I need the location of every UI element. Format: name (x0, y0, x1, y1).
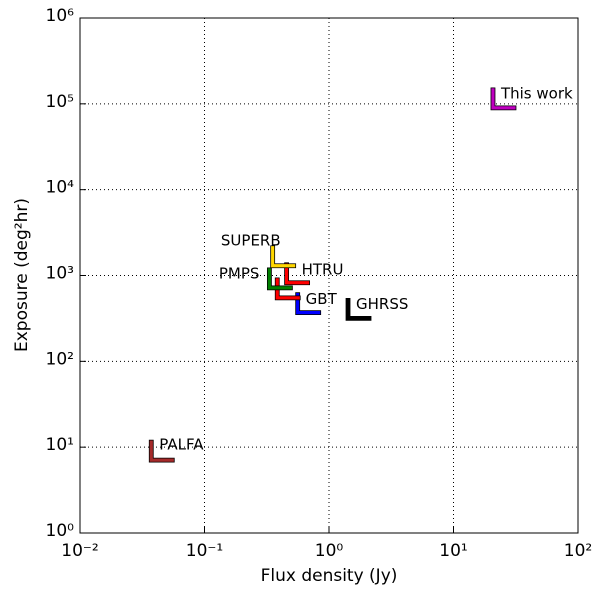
l-marker (266, 267, 293, 291)
point-label: SUPERB (221, 231, 281, 249)
y-tick-label: 10⁴ (46, 178, 75, 198)
point-label: PALFA (159, 436, 204, 454)
l-marker (345, 297, 372, 321)
l-marker (270, 245, 297, 269)
l-marker (295, 292, 322, 316)
y-tick-label: 10² (46, 349, 74, 369)
point-label: PMPS (219, 264, 260, 282)
y-tick-label: 10⁵ (46, 92, 74, 112)
point-label: GHRSS (356, 295, 408, 313)
point-label: HTRU (302, 260, 344, 278)
point-label: GBT (306, 290, 338, 308)
l-marker (148, 439, 175, 463)
x-tick-label: 10⁰ (315, 541, 344, 561)
x-tick-label: 10⁻² (61, 541, 98, 561)
l-marker (490, 87, 517, 111)
x-tick-label: 10² (564, 541, 592, 561)
y-axis-title: Exposure (deg²hr) (12, 198, 32, 352)
y-tick-label: 10³ (46, 264, 74, 284)
l-marker (274, 277, 301, 301)
y-tick-label: 10⁶ (46, 6, 75, 26)
x-tick-label: 10⁻¹ (186, 541, 223, 561)
y-tick-label: 10⁰ (46, 521, 75, 541)
x-tick-label: 10¹ (439, 541, 467, 561)
point-label: This work (500, 84, 573, 102)
y-tick-label: 10¹ (46, 435, 74, 455)
x-axis-title: Flux density (Jy) (261, 566, 398, 586)
